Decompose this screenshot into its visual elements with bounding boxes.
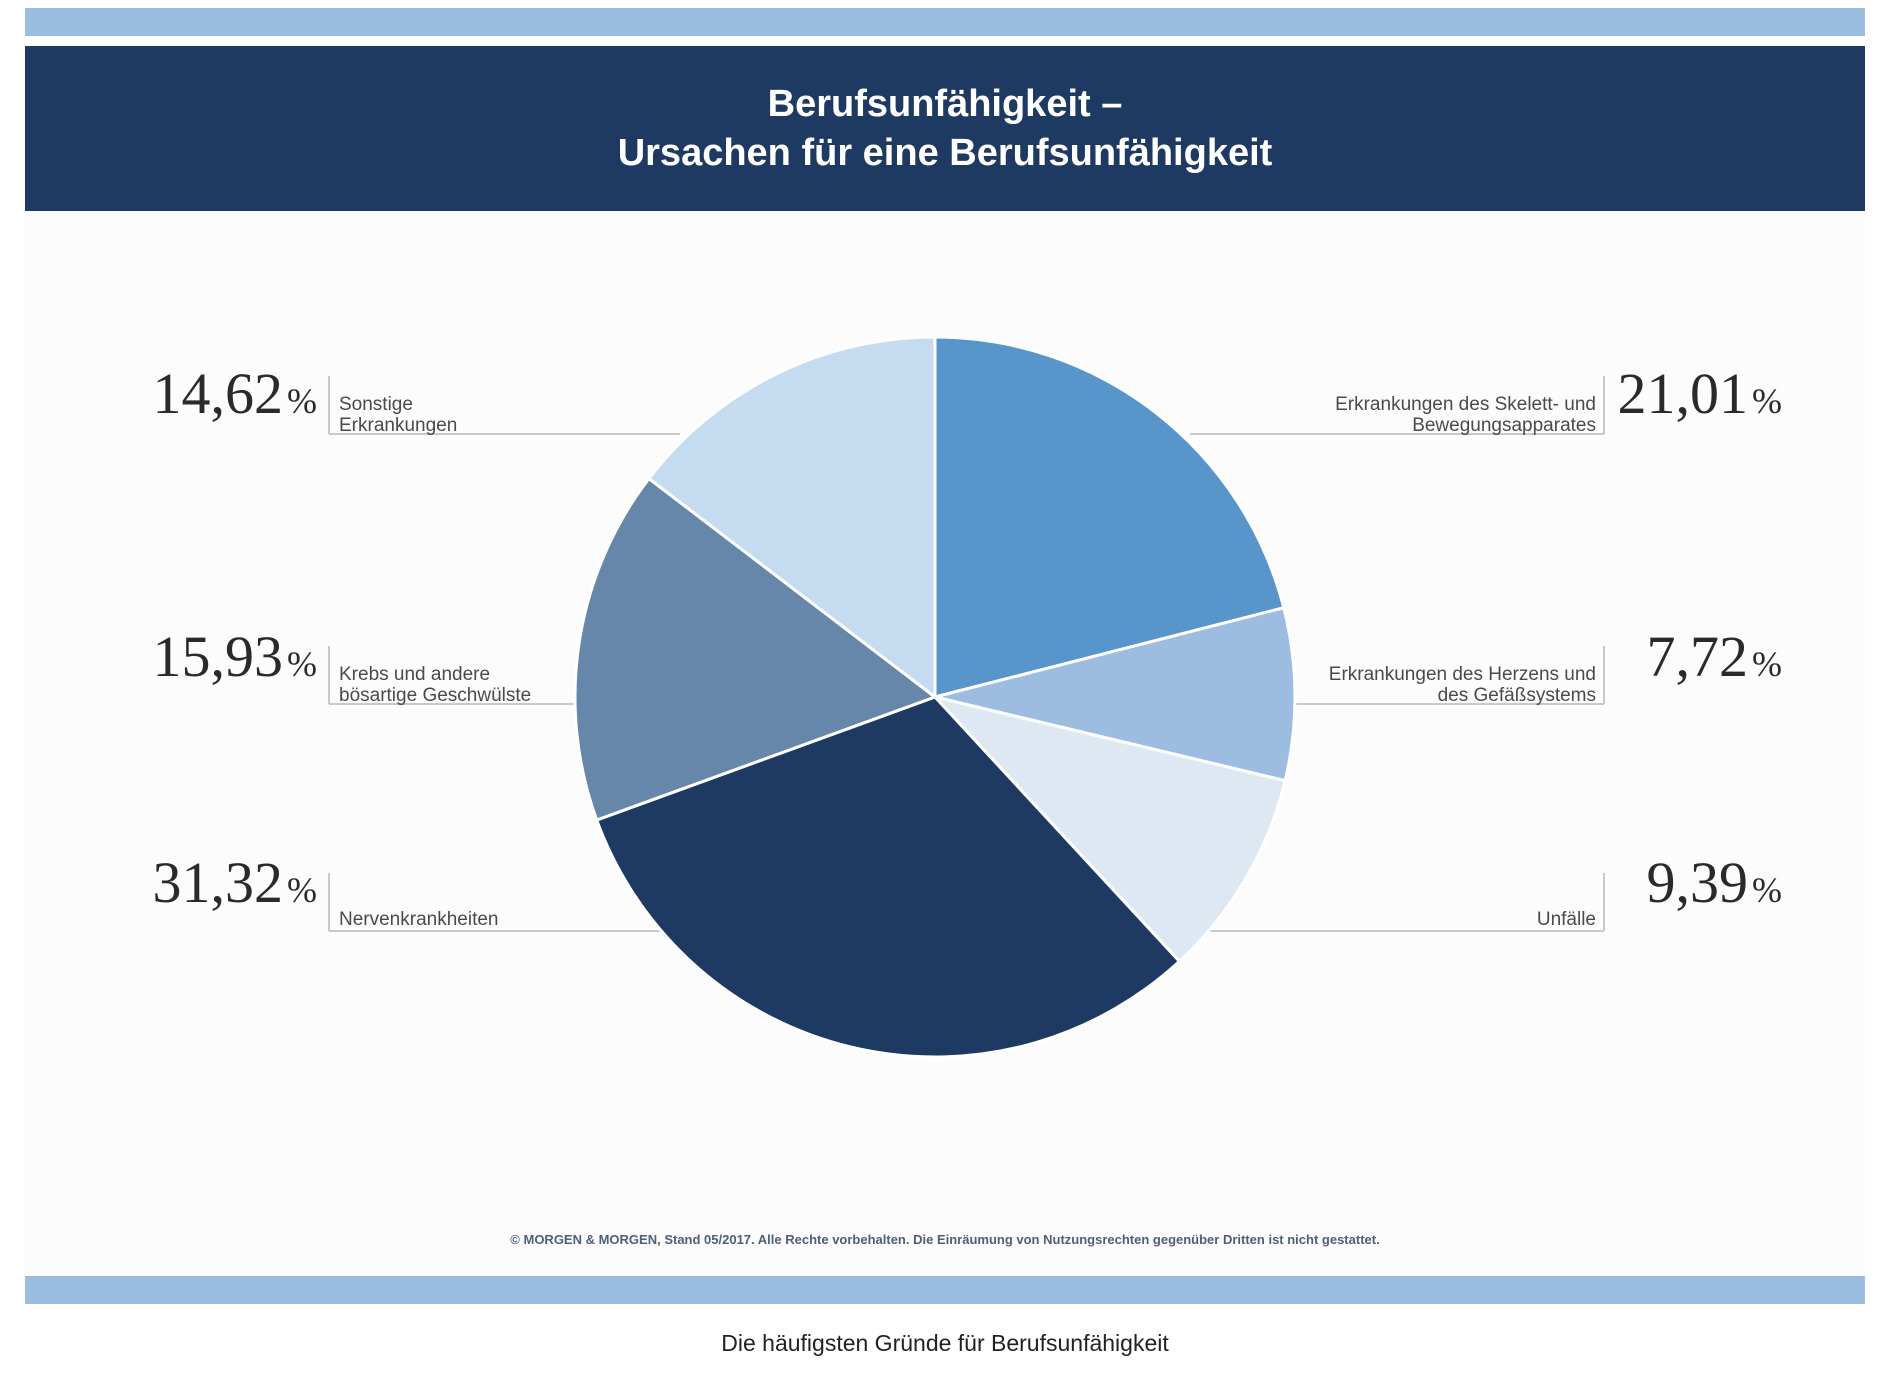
category-label-sonstige-erkrankungen-line-1: Sonstige (339, 394, 413, 415)
value-number-erkrankungen-des-herzens-und-des-gef-systems: 7,72 (1647, 624, 1749, 689)
bottom-accent-band (25, 1276, 1865, 1304)
value-percent-sign: % (1752, 381, 1782, 421)
value-percent-sign: % (287, 381, 317, 421)
value-number-erkrankungen-des-skelett-und-bewegungsapparates: 21,01 (1618, 361, 1749, 426)
value-number-krebs-und-andere-b-sartige-geschw-lste: 15,93 (153, 624, 284, 689)
category-label-krebs-und-andere-b-sartige-geschw-lste-line-2: bösartige Geschwülste (339, 685, 531, 706)
chart-header: Berufsunfähigkeit – Ursachen für eine Be… (25, 46, 1865, 211)
value-percent-sign: % (287, 644, 317, 684)
category-label-erkrankungen-des-herzens-und-des-gef-systems-line-1: Erkrankungen des Herzens und (1329, 664, 1596, 685)
chart-title-line-2: Ursachen für eine Berufsunfähigkeit (617, 131, 1273, 174)
value-percent-sign: % (1752, 870, 1782, 910)
copyright-note: © MORGEN & MORGEN, Stand 05/2017. Alle R… (510, 1232, 1380, 1247)
pie-slice-nervenkrankheiten (594, 695, 1182, 1059)
category-label-sonstige-erkrankungen-line-2: Erkrankungen (339, 415, 457, 436)
pie-slice-sonstige-erkrankungen (646, 335, 937, 701)
category-label-krebs-und-andere-b-sartige-geschw-lste-line-1: Krebs und andere (339, 664, 490, 685)
pie-slice-krebs-und-andere-b-sartige-geschw-lste (573, 476, 939, 822)
pie-slice-unf-lle (930, 694, 1287, 964)
top-accent-band (25, 8, 1865, 36)
category-label-unf-lle-line-1: Unfälle (1537, 909, 1596, 930)
value-percent-sign: % (1752, 644, 1782, 684)
value-label-unf-lle: 9,39% (1647, 850, 1783, 915)
value-label-krebs-und-andere-b-sartige-geschw-lste: 15,93% (153, 624, 318, 689)
value-percent-sign: % (287, 870, 317, 910)
slice-labels: Erkrankungen des Skelett- undBewegungsap… (153, 361, 1783, 930)
category-label-erkrankungen-des-skelett-und-bewegungsapparates-line-2: Bewegungsapparates (1412, 415, 1596, 436)
category-label-erkrankungen-des-skelett-und-bewegungsapparates-line-1: Erkrankungen des Skelett- und (1335, 394, 1596, 415)
leader-lines (328, 376, 1605, 932)
value-label-erkrankungen-des-herzens-und-des-gef-systems: 7,72% (1647, 624, 1783, 689)
pie-slice-erkrankungen-des-herzens-und-des-gef-systems (934, 605, 1297, 783)
value-number-sonstige-erkrankungen: 14,62 (153, 361, 284, 426)
category-label-erkrankungen-des-herzens-und-des-gef-systems-line-2: des Gefäßsystems (1438, 685, 1596, 706)
value-label-sonstige-erkrankungen: 14,62% (153, 361, 318, 426)
chart-title-line-1: Berufsunfähigkeit – (767, 82, 1123, 125)
category-label-nervenkrankheiten-line-1: Nervenkrankheiten (339, 909, 498, 930)
value-number-nervenkrankheiten: 31,32 (153, 850, 284, 915)
pie-slice-erkrankungen-des-skelett-und-bewegungsapparates (933, 335, 1286, 699)
image-caption: Die häufigsten Gründe für Berufsunfähigk… (721, 1330, 1169, 1356)
pie-slices (573, 335, 1297, 1059)
value-number-unf-lle: 9,39 (1647, 850, 1749, 915)
value-label-nervenkrankheiten: 31,32% (153, 850, 318, 915)
value-label-erkrankungen-des-skelett-und-bewegungsapparates: 21,01% (1618, 361, 1783, 426)
